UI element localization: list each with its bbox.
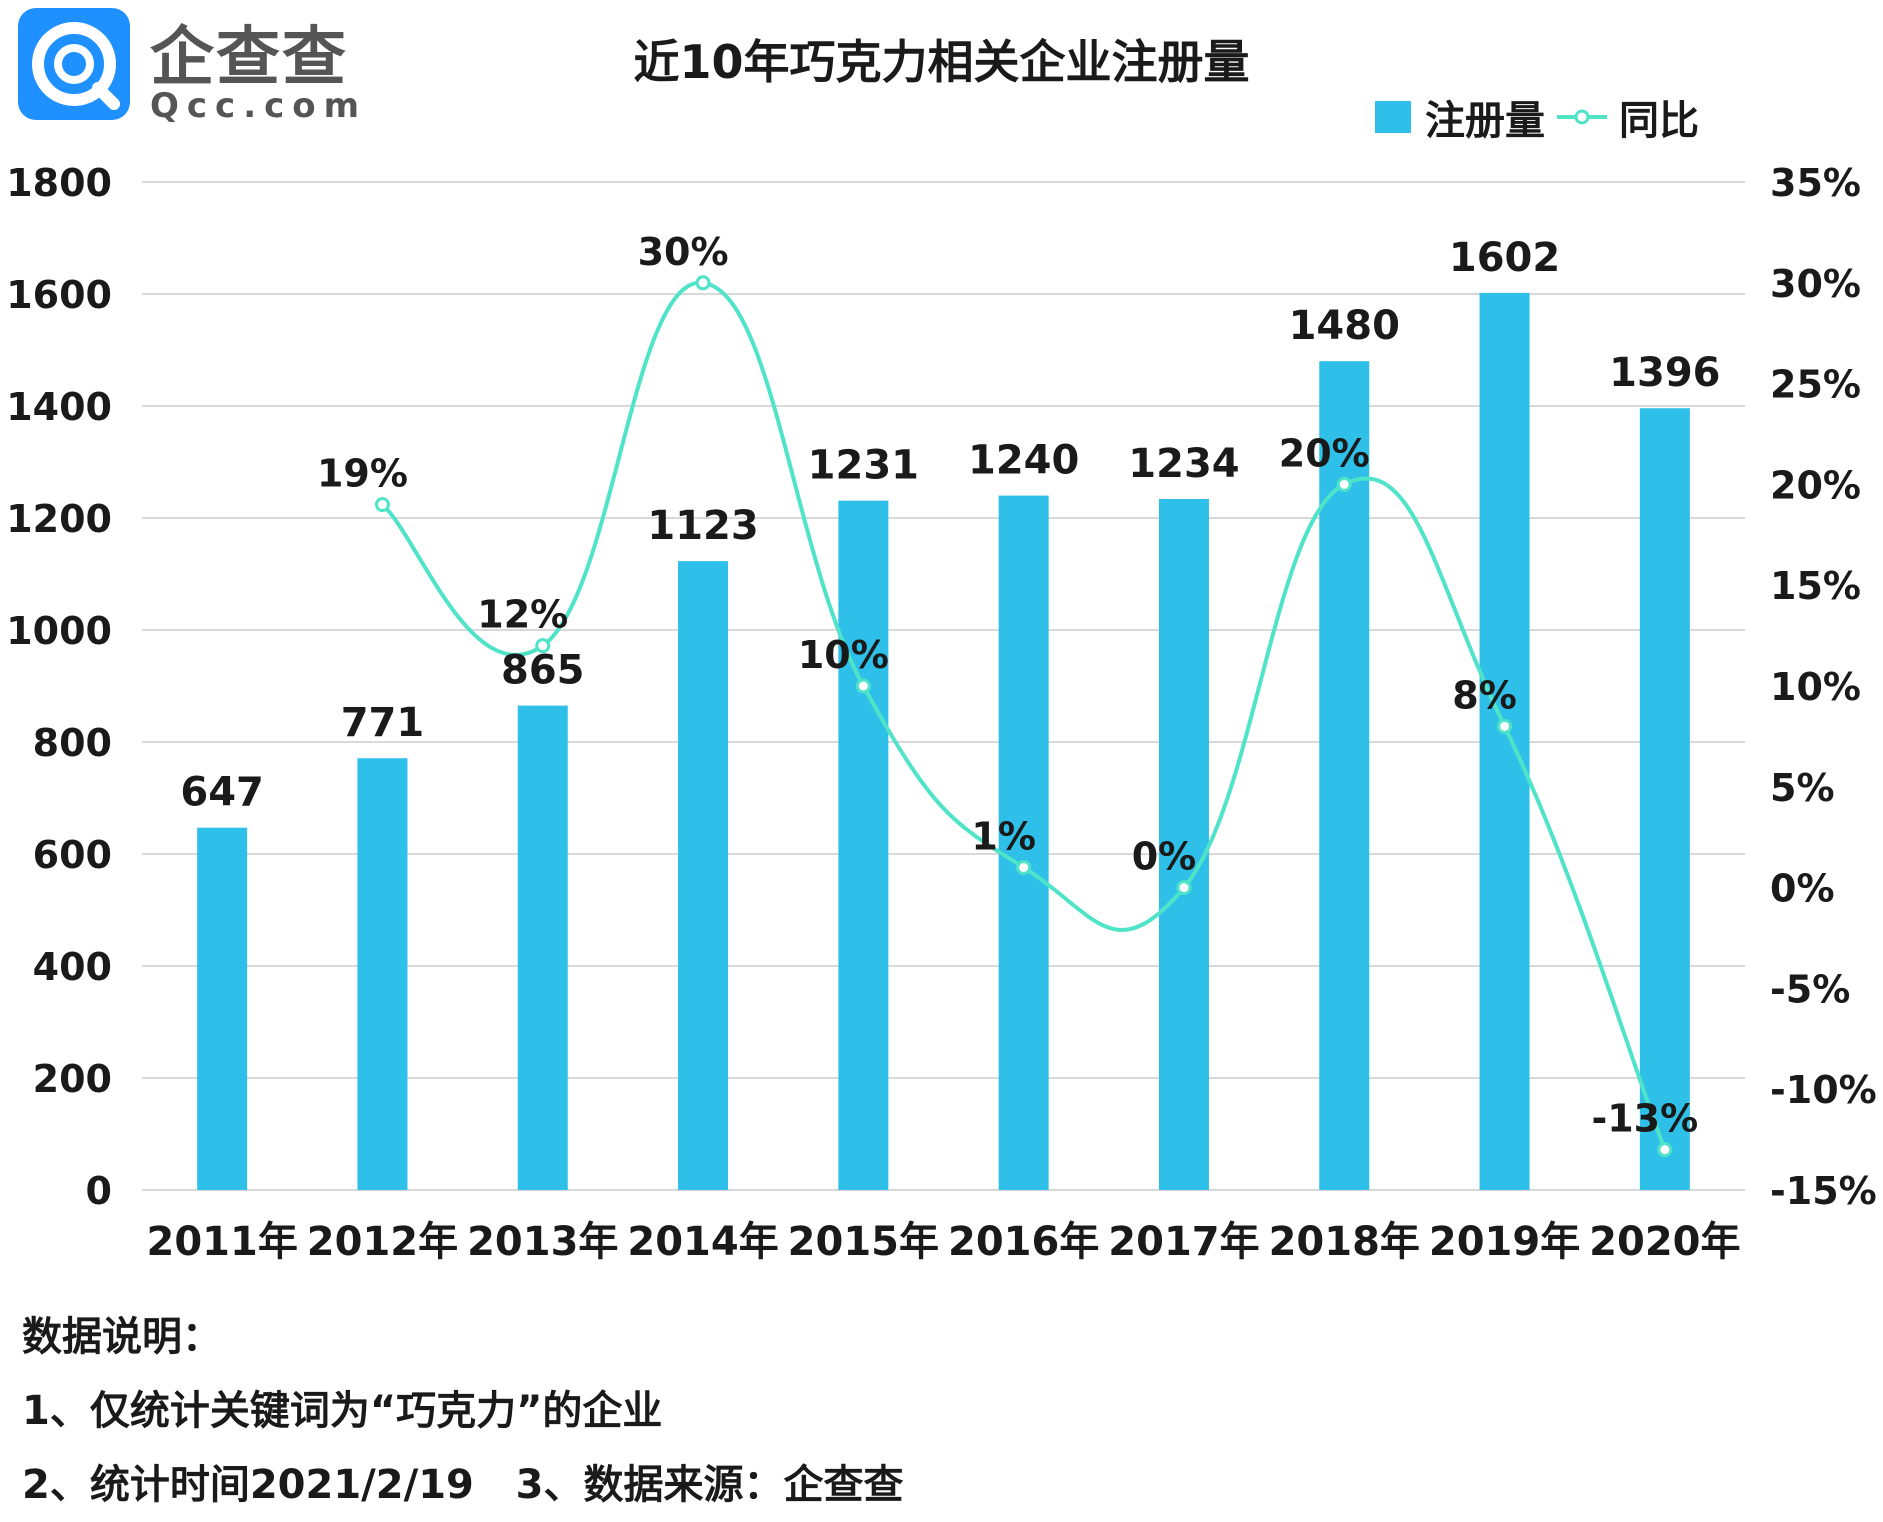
- chart-title: 近10年巧克力相关企业注册量: [633, 35, 1250, 89]
- logo-domain: Qcc.com: [150, 86, 368, 126]
- bar-value-label: 1396: [1609, 350, 1720, 396]
- x-tick-label: 2011年: [146, 1219, 297, 1265]
- notes-heading: 数据说明：: [22, 1314, 222, 1360]
- axis-labels: 0 200 400 600 800 1000 1200 1400 1600 1800 -15% -10…: [6, 161, 1877, 1265]
- left-tick-label: 200: [33, 1057, 112, 1101]
- yoy-point: [1497, 718, 1513, 734]
- logo-text: 企查查: [150, 21, 348, 95]
- x-tick-label: 2020年: [1589, 1219, 1740, 1265]
- bar-value-label: 865: [501, 648, 585, 694]
- left-tick-label: 1600: [6, 273, 112, 317]
- left-tick-label: 1200: [6, 497, 112, 541]
- yoy-value-label: 10%: [798, 633, 889, 677]
- notes-line-2: 2、统计时间2021/2/19 3、数据来源：企查查: [22, 1462, 904, 1508]
- left-tick-label: 400: [33, 945, 112, 989]
- left-tick-label: 1800: [6, 161, 112, 205]
- bar-value-label: 1480: [1289, 303, 1400, 349]
- data-labels: 647 771 865 1123 1231 1240 1234 1480 1602 1396 19%…: [180, 230, 1720, 1141]
- right-tick-label: -15%: [1770, 1169, 1877, 1213]
- x-tick-label: 2012年: [307, 1219, 458, 1265]
- right-tick-label: -10%: [1770, 1068, 1877, 1112]
- legend-line-icon: [1557, 109, 1607, 125]
- data-notes: 数据说明： 1、仅统计关键词为“巧克力”的企业 2、统计时间2021/2/19 …: [22, 1300, 903, 1522]
- right-tick-label: 10%: [1770, 665, 1861, 709]
- bar: [197, 827, 248, 1190]
- notes-line-1: 1、仅统计关键词为“巧克力”的企业: [22, 1388, 663, 1434]
- yoy-value-label: 12%: [477, 593, 568, 637]
- left-tick-label: 1400: [6, 385, 112, 429]
- bar: [838, 500, 889, 1190]
- yoy-point: [695, 275, 711, 291]
- bar-value-label: 1240: [968, 438, 1079, 484]
- yoy-point: [1657, 1142, 1673, 1158]
- yoy-point: [535, 638, 551, 654]
- yoy-value-label: 20%: [1279, 431, 1370, 475]
- bar-value-label: 771: [341, 700, 425, 746]
- bar: [1479, 292, 1530, 1190]
- bar: [998, 495, 1049, 1191]
- yoy-point: [1016, 859, 1032, 875]
- gridlines: [142, 181, 1745, 1191]
- bar-value-label: 1234: [1128, 441, 1239, 487]
- right-tick-label: -5%: [1770, 967, 1850, 1011]
- left-tick-label: 1000: [6, 609, 112, 653]
- yoy-value-label: -13%: [1591, 1097, 1698, 1141]
- left-tick-label: 0: [86, 1169, 112, 1213]
- line-series: [374, 275, 1673, 1158]
- right-tick-label: 20%: [1770, 463, 1861, 507]
- x-tick-label: 2018年: [1269, 1219, 1420, 1265]
- right-tick-label: 30%: [1770, 262, 1861, 306]
- yoy-point: [855, 678, 871, 694]
- bar: [517, 705, 568, 1190]
- legend-line-label: 同比: [1619, 98, 1699, 144]
- x-tick-label: 2015年: [788, 1219, 939, 1265]
- right-tick-label: 0%: [1770, 867, 1835, 911]
- bar-value-label: 1231: [808, 443, 919, 489]
- left-tick-label: 600: [33, 833, 112, 877]
- legend-bar-label: 注册量: [1425, 98, 1545, 144]
- yoy-value-label: 19%: [317, 452, 408, 496]
- legend: 注册量 同比: [1375, 92, 1699, 144]
- bar: [1158, 498, 1209, 1191]
- yoy-value-label: 1%: [971, 814, 1036, 858]
- bar-value-label: 1602: [1449, 235, 1560, 281]
- x-tick-label: 2013年: [467, 1219, 618, 1265]
- x-tick-label: 2014年: [627, 1219, 778, 1265]
- bar: [1639, 408, 1690, 1190]
- right-tick-label: 35%: [1770, 161, 1861, 205]
- yoy-point: [1336, 476, 1352, 492]
- yoy-value-label: 30%: [638, 230, 729, 274]
- qcc-logo-icon: [18, 8, 130, 120]
- magnifier-icon: [32, 22, 120, 110]
- bar-series: [197, 292, 1690, 1191]
- bar-value-label: 1123: [647, 503, 758, 549]
- yoy-point: [374, 497, 390, 513]
- yoy-value-label: 8%: [1452, 673, 1517, 717]
- yoy-point: [1176, 880, 1192, 896]
- left-tick-label: 800: [33, 721, 112, 765]
- x-tick-label: 2019年: [1429, 1219, 1580, 1265]
- right-tick-label: 5%: [1770, 766, 1835, 810]
- yoy-value-label: 0%: [1132, 835, 1197, 879]
- right-tick-label: 25%: [1770, 363, 1861, 407]
- bar: [357, 758, 408, 1190]
- legend-bar-swatch: [1375, 101, 1411, 133]
- bar-value-label: 647: [180, 770, 264, 816]
- right-tick-label: 15%: [1770, 564, 1861, 608]
- x-tick-label: 2016年: [948, 1219, 1099, 1265]
- x-tick-label: 2017年: [1108, 1219, 1259, 1265]
- bar: [678, 561, 729, 1190]
